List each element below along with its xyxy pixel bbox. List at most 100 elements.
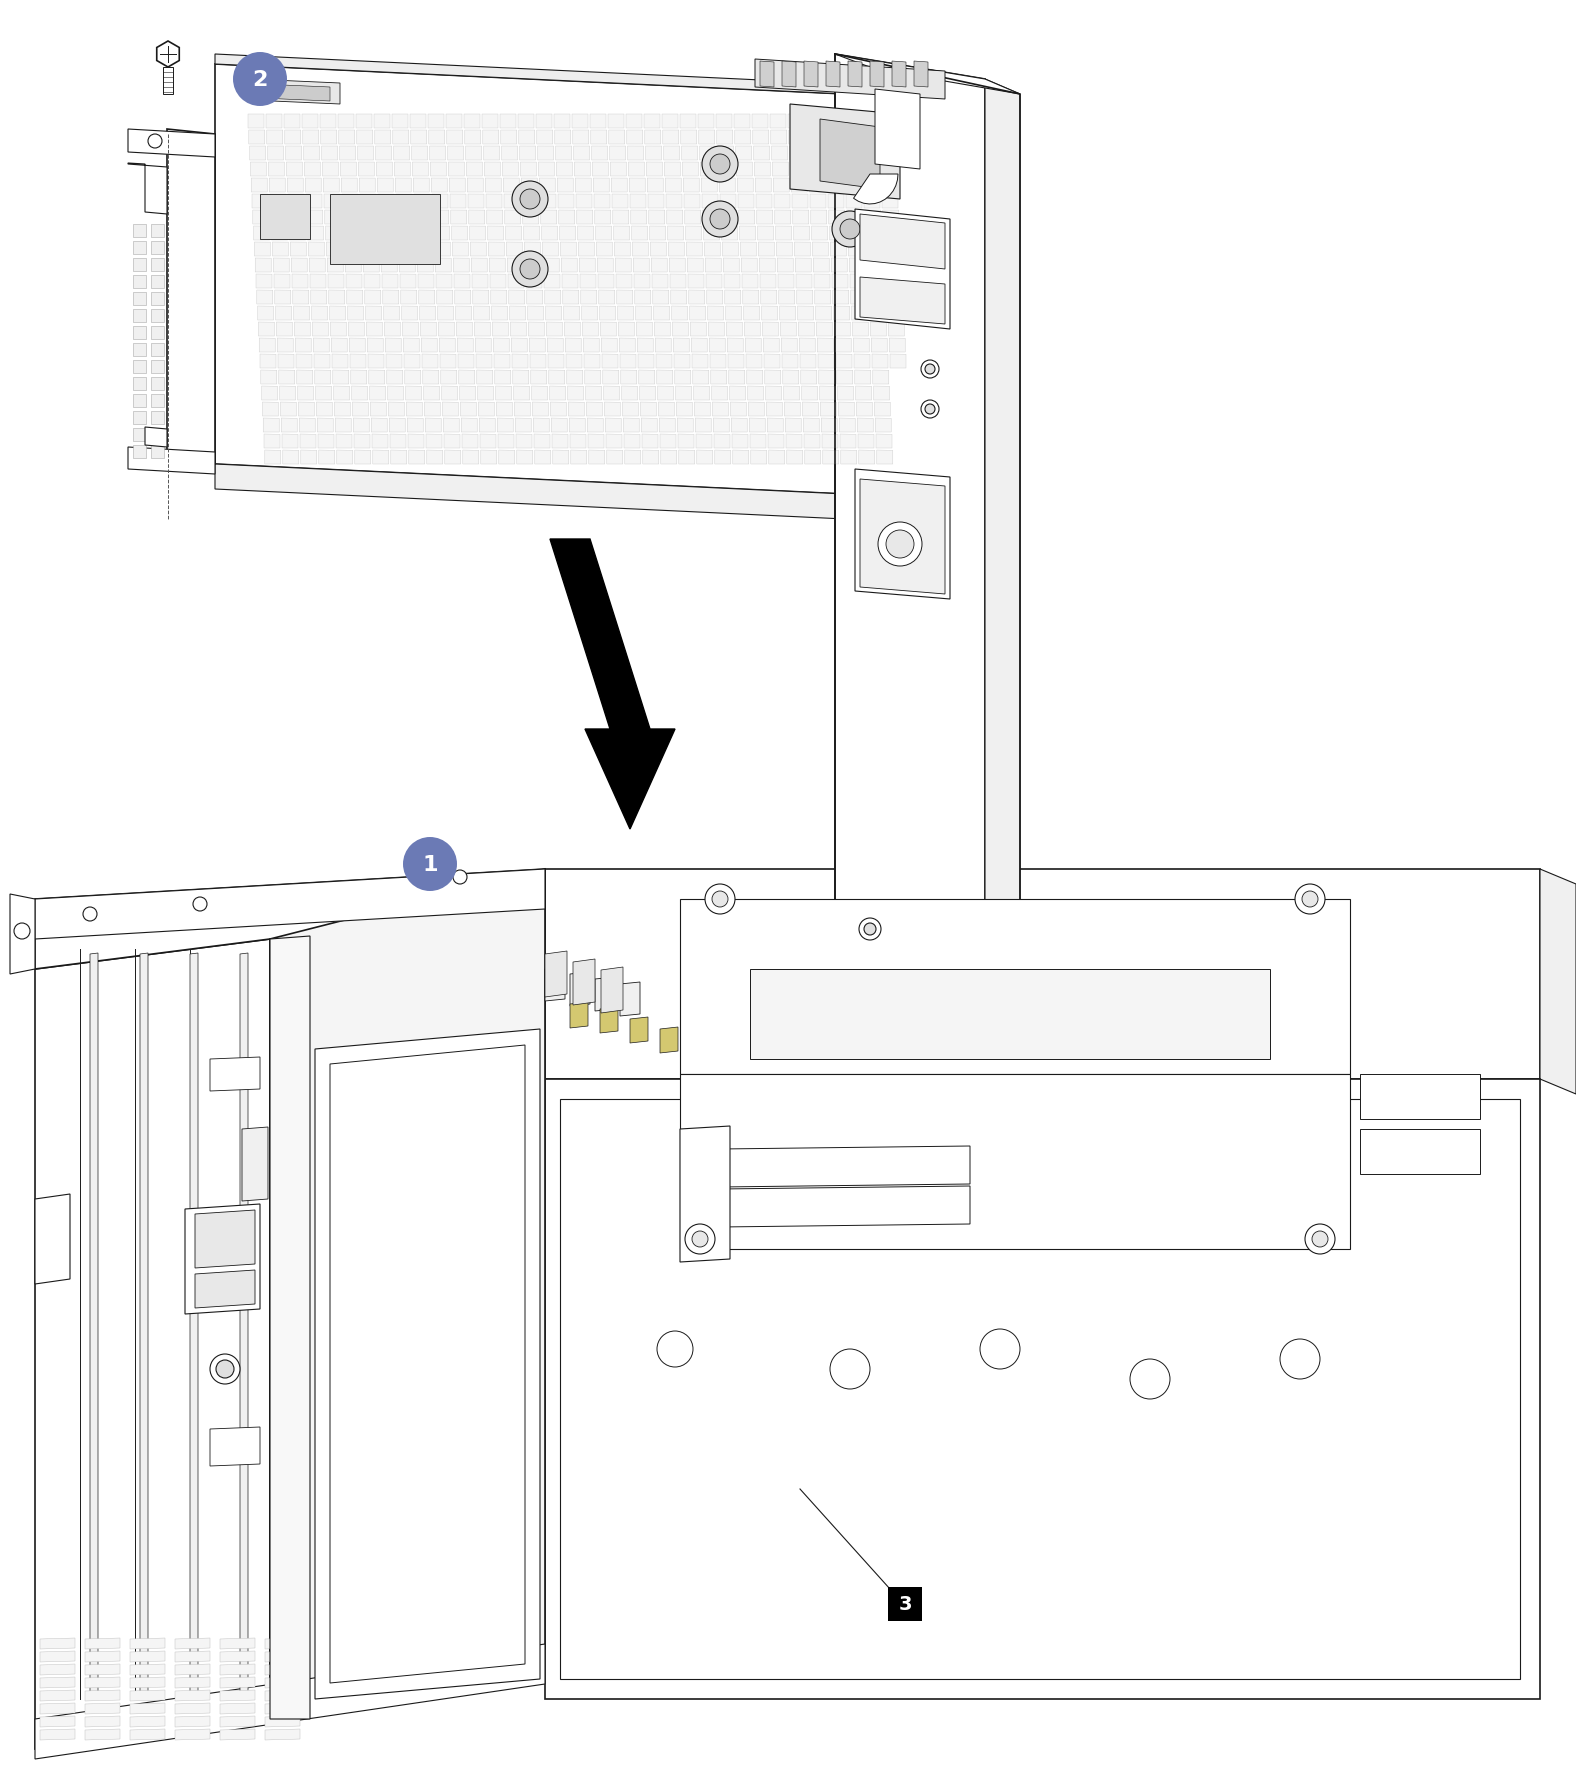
Polygon shape <box>350 338 366 352</box>
Polygon shape <box>9 894 35 975</box>
Polygon shape <box>437 292 452 304</box>
Polygon shape <box>301 451 317 465</box>
Polygon shape <box>783 386 799 401</box>
Polygon shape <box>659 403 675 417</box>
Polygon shape <box>744 322 760 336</box>
Polygon shape <box>400 292 416 304</box>
Polygon shape <box>129 1703 165 1714</box>
Polygon shape <box>831 259 848 274</box>
Polygon shape <box>610 163 626 177</box>
Polygon shape <box>860 114 876 129</box>
Polygon shape <box>586 403 602 417</box>
Polygon shape <box>221 1691 255 1701</box>
Polygon shape <box>306 195 322 209</box>
Polygon shape <box>430 163 446 177</box>
Polygon shape <box>85 1651 120 1662</box>
Polygon shape <box>329 308 345 320</box>
Polygon shape <box>438 322 454 336</box>
Polygon shape <box>558 195 574 209</box>
Polygon shape <box>386 370 403 385</box>
Polygon shape <box>522 195 537 209</box>
Circle shape <box>1280 1340 1321 1379</box>
Polygon shape <box>730 403 747 417</box>
Polygon shape <box>550 403 566 417</box>
Polygon shape <box>731 435 749 449</box>
Polygon shape <box>714 419 730 433</box>
Polygon shape <box>35 939 269 1750</box>
Polygon shape <box>824 131 842 145</box>
Polygon shape <box>623 419 640 433</box>
Polygon shape <box>630 195 646 209</box>
Polygon shape <box>547 338 563 352</box>
Polygon shape <box>586 386 602 401</box>
Polygon shape <box>820 120 879 190</box>
Polygon shape <box>837 370 853 385</box>
Polygon shape <box>85 1703 120 1714</box>
Polygon shape <box>634 276 649 288</box>
Polygon shape <box>777 259 793 274</box>
Polygon shape <box>719 179 734 193</box>
Polygon shape <box>39 1639 76 1649</box>
Polygon shape <box>755 163 771 177</box>
Polygon shape <box>506 243 522 258</box>
Polygon shape <box>309 259 325 274</box>
Polygon shape <box>492 308 507 320</box>
Polygon shape <box>635 308 651 320</box>
Polygon shape <box>132 276 147 288</box>
Polygon shape <box>654 322 670 336</box>
Polygon shape <box>703 211 719 225</box>
Polygon shape <box>520 163 536 177</box>
Polygon shape <box>322 131 337 145</box>
Polygon shape <box>151 395 164 408</box>
Polygon shape <box>539 179 555 193</box>
Polygon shape <box>785 403 801 417</box>
Polygon shape <box>296 354 312 369</box>
Polygon shape <box>638 370 654 385</box>
Polygon shape <box>35 1644 545 1759</box>
Polygon shape <box>723 259 739 274</box>
Polygon shape <box>132 343 147 356</box>
Polygon shape <box>132 225 147 238</box>
Polygon shape <box>405 386 422 401</box>
Polygon shape <box>569 419 585 433</box>
Polygon shape <box>380 227 396 242</box>
Polygon shape <box>567 386 583 401</box>
Polygon shape <box>652 292 668 304</box>
Polygon shape <box>679 114 697 129</box>
Polygon shape <box>728 370 745 385</box>
Polygon shape <box>594 195 610 209</box>
Polygon shape <box>857 435 875 449</box>
Polygon shape <box>478 386 493 401</box>
Circle shape <box>886 531 914 558</box>
Polygon shape <box>566 338 582 352</box>
Polygon shape <box>240 954 247 1694</box>
Polygon shape <box>210 1428 260 1467</box>
Polygon shape <box>780 308 796 320</box>
Polygon shape <box>265 1691 299 1701</box>
Circle shape <box>512 252 548 288</box>
Polygon shape <box>627 131 643 145</box>
Polygon shape <box>385 338 402 352</box>
Polygon shape <box>39 1728 76 1741</box>
Polygon shape <box>545 952 567 998</box>
Polygon shape <box>323 163 339 177</box>
Polygon shape <box>514 403 531 417</box>
Polygon shape <box>309 243 325 258</box>
Polygon shape <box>482 114 498 129</box>
Polygon shape <box>637 338 652 352</box>
Polygon shape <box>443 419 459 433</box>
Polygon shape <box>605 403 621 417</box>
Circle shape <box>831 1349 870 1390</box>
Polygon shape <box>542 227 558 242</box>
Polygon shape <box>848 243 864 258</box>
Polygon shape <box>826 163 843 177</box>
Polygon shape <box>325 211 340 225</box>
Polygon shape <box>772 147 788 161</box>
Polygon shape <box>632 227 648 242</box>
Polygon shape <box>265 1716 299 1726</box>
Polygon shape <box>254 243 271 258</box>
Polygon shape <box>790 131 805 145</box>
Polygon shape <box>504 211 520 225</box>
Polygon shape <box>151 361 164 374</box>
Polygon shape <box>708 308 723 320</box>
